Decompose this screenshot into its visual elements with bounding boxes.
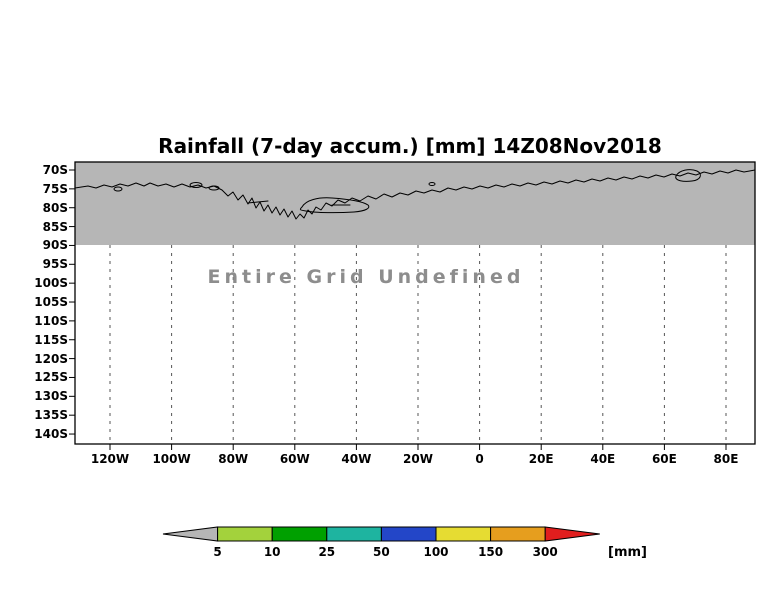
colorbar-arrow-left bbox=[162, 526, 219, 542]
y-tick-label: 70S bbox=[42, 163, 68, 177]
y-tick-label: 85S bbox=[42, 219, 68, 234]
plot-title: Rainfall (7-day accum.) [mm] 14Z08Nov201… bbox=[158, 134, 662, 158]
coastline-inner-contour bbox=[247, 200, 269, 204]
x-tick-label: 100W bbox=[152, 452, 191, 466]
coastline-blob-right bbox=[675, 169, 701, 182]
colorbar-level-label: 5 bbox=[213, 545, 222, 559]
colorbar-arrow-right bbox=[544, 526, 600, 542]
y-tick-label: 75S bbox=[42, 181, 68, 196]
y-tick-label: 110S bbox=[34, 313, 68, 328]
map-frame bbox=[74, 161, 756, 445]
colorbar-level-label: 25 bbox=[318, 545, 336, 559]
colorbar-level-label: 300 bbox=[532, 545, 558, 559]
y-tick-label: 95S bbox=[42, 257, 68, 272]
coastline-islet bbox=[189, 182, 203, 188]
y-tick-label: 105S bbox=[34, 295, 68, 310]
x-tick-label: 20W bbox=[403, 452, 433, 466]
x-tick-label: 80E bbox=[713, 452, 739, 466]
colorbar-level-label: 100 bbox=[423, 545, 449, 559]
undefined-grid-annotation: Entire Grid Undefined bbox=[207, 266, 525, 288]
x-tick-label: 40E bbox=[590, 452, 616, 466]
y-tick-label: 140S bbox=[34, 427, 68, 442]
y-tick-label: 125S bbox=[34, 370, 68, 385]
y-tick-label: 80S bbox=[42, 200, 68, 215]
coastline-islet bbox=[428, 182, 436, 186]
colorbar-units-label: [mm] bbox=[608, 545, 647, 560]
x-tick-label: 20E bbox=[528, 452, 554, 466]
coastline-islet bbox=[208, 185, 220, 191]
y-tick-label: 100S bbox=[34, 276, 68, 291]
colorbar-segment bbox=[326, 526, 382, 542]
x-tick-label: 120W bbox=[90, 452, 130, 466]
x-tick-label: 0 bbox=[475, 452, 484, 466]
y-tick-label: 130S bbox=[34, 389, 68, 404]
coastline bbox=[74, 169, 756, 220]
coastline-main bbox=[74, 169, 756, 220]
coastline-island bbox=[299, 197, 370, 214]
colorbar-level-label: 10 bbox=[263, 545, 281, 559]
coastline-islet bbox=[113, 186, 123, 192]
colorbar-segment bbox=[217, 526, 273, 542]
x-tick-label: 60E bbox=[651, 452, 677, 466]
undefined-region bbox=[75, 162, 755, 245]
y-tick-label: 90S bbox=[42, 238, 68, 253]
colorbar-level-label: 50 bbox=[373, 545, 390, 559]
colorbar-segment bbox=[271, 526, 328, 542]
colorbar-segment bbox=[435, 526, 492, 542]
x-tick-label: 80W bbox=[218, 452, 249, 466]
colorbar-level-label: 150 bbox=[478, 545, 504, 559]
y-tick-label: 115S bbox=[34, 332, 68, 347]
colorbar-segment bbox=[490, 526, 546, 542]
y-tick-label: 120S bbox=[34, 351, 68, 366]
colorbar-segment bbox=[380, 526, 437, 542]
x-tick-label: 40W bbox=[341, 452, 372, 466]
y-tick-label: 135S bbox=[34, 408, 68, 423]
x-tick-label: 60W bbox=[279, 452, 310, 466]
